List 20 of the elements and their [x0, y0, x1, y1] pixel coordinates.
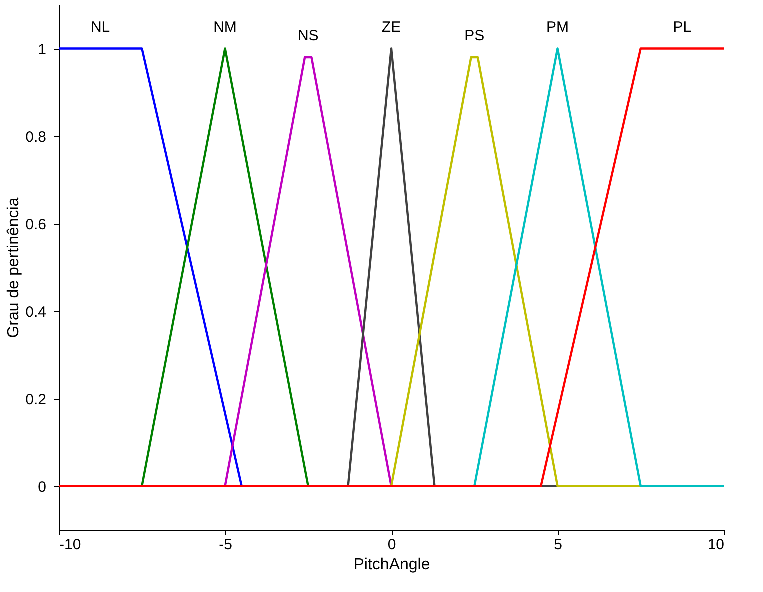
y-tick-label: 1: [38, 41, 46, 58]
y-axis-title: Grau de pertinência: [6, 198, 23, 338]
x-tick-label: 10: [708, 536, 724, 554]
y-tick-label: 0.6: [26, 216, 46, 234]
x-tick-label: 0: [388, 536, 396, 554]
y-tick-label: 0.4: [26, 304, 46, 321]
series-label: PS: [464, 28, 485, 44]
series-label: NL: [90, 18, 110, 36]
x-axis-title: PitchAngle: [354, 556, 430, 574]
series-label: NM: [214, 18, 237, 36]
y-tick-label: 0.8: [26, 128, 46, 146]
x-tick-label: 5: [554, 536, 562, 554]
y-tick-label: 0: [38, 478, 46, 496]
y-tick-label: 0.2: [26, 391, 46, 408]
series-label: ZE: [382, 18, 402, 36]
series-label: PL: [673, 18, 692, 36]
series-label: PM: [546, 18, 569, 36]
series-label: NS: [298, 28, 319, 44]
x-tick-label: -5: [219, 536, 232, 554]
x-tick-label: -10: [60, 536, 82, 554]
